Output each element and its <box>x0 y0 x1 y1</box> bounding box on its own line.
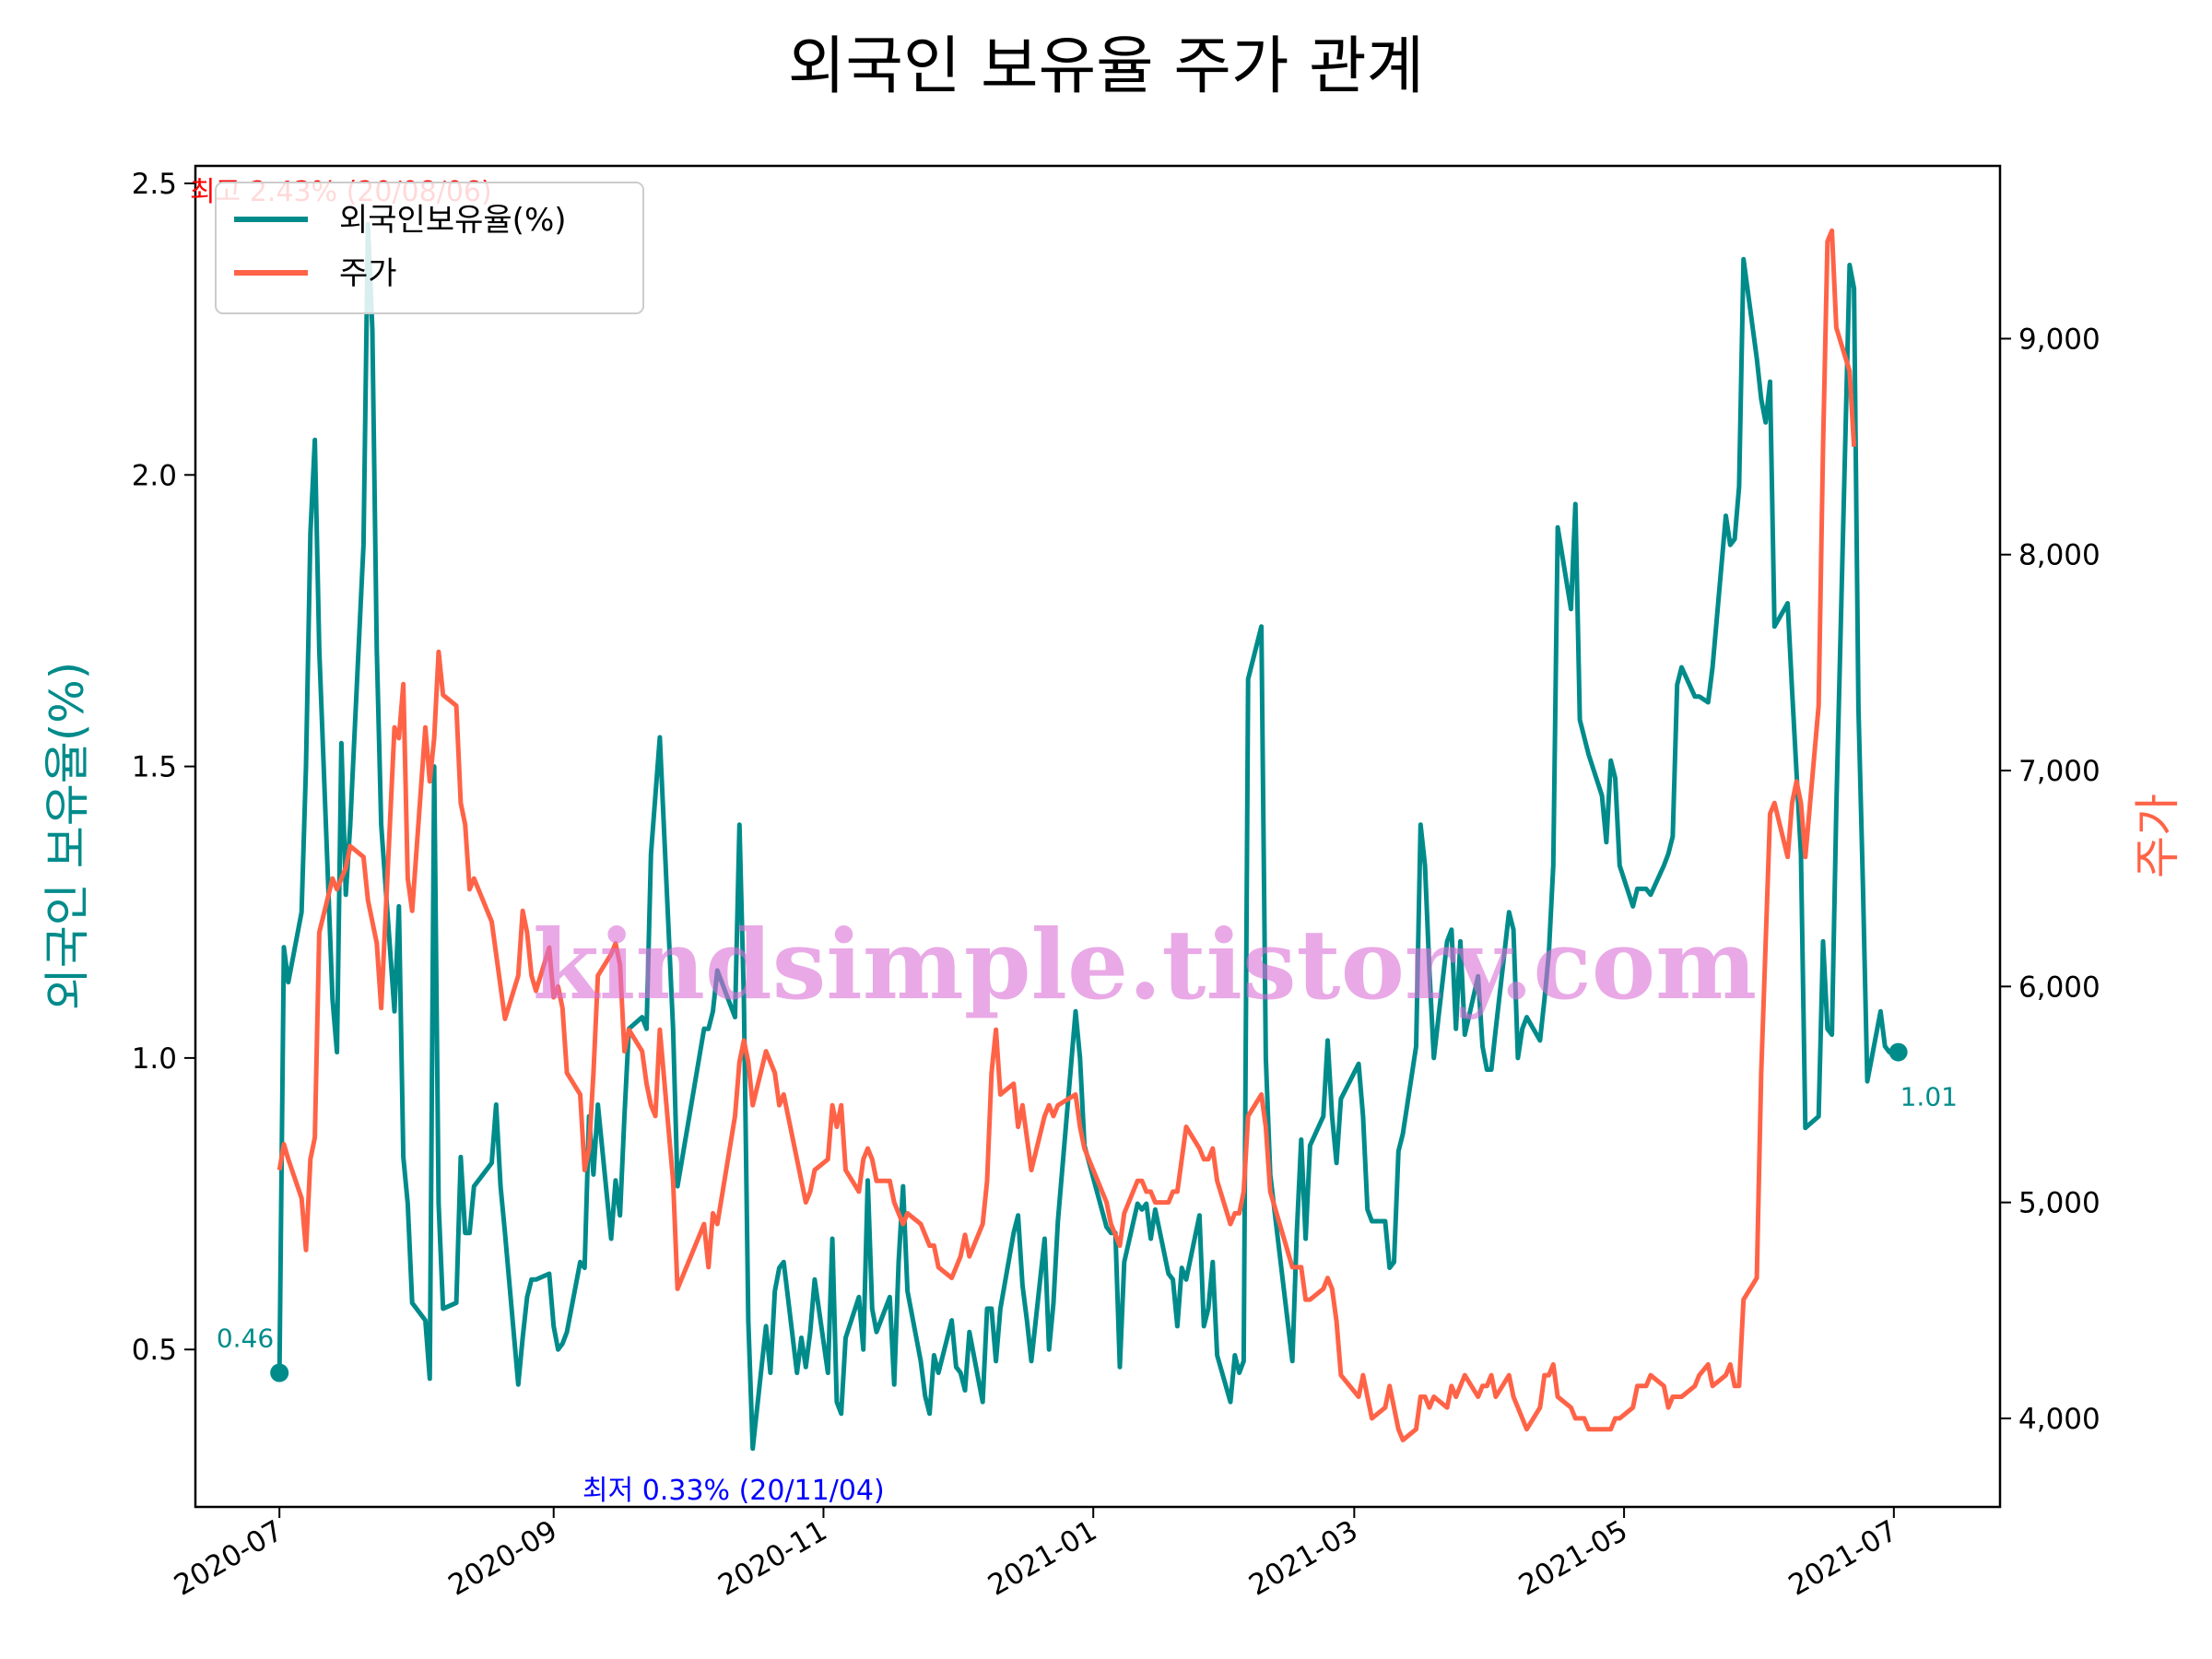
y-right-tick-label: 4,000 <box>2018 1403 2100 1436</box>
legend-label-holding: 외국인보유율(%) <box>339 202 567 239</box>
plot-area <box>194 164 2002 1509</box>
x-tick-label: 2021-01 <box>982 1514 1102 1603</box>
y-right-tick-label: 7,000 <box>2018 755 2100 788</box>
y-right-tick-label: 5,000 <box>2018 1187 2100 1220</box>
x-tick-label: 2020-11 <box>712 1514 832 1603</box>
annotation-start: 0.46 <box>217 1324 274 1354</box>
series-line-holding <box>276 221 1899 1452</box>
x-axis: 2020-07 2020-09 2020-11 2021-01 2021-03 2021-… <box>169 1507 1903 1603</box>
holding-end-marker <box>1888 1042 1908 1062</box>
series-layer <box>270 221 1908 1452</box>
chart-title: 외국인 보유율 주가 관계 <box>788 30 1424 103</box>
y-left-tick-label: 1.0 <box>132 1042 177 1076</box>
plot-frame <box>194 164 2002 1509</box>
x-tick-label: 2021-03 <box>1243 1514 1363 1603</box>
x-tick-label: 2020-07 <box>169 1514 288 1603</box>
y-left-tick-label: 2.5 <box>132 168 177 201</box>
annotation-min: 최저 0.33% (20/11/04) <box>582 1475 885 1507</box>
y-axis-right-label: 주가 <box>2131 794 2184 878</box>
annotation-end: 1.01 <box>1900 1082 1958 1112</box>
y-right-tick-label: 8,000 <box>2018 539 2100 572</box>
x-tick-label: 2020-09 <box>443 1514 563 1603</box>
legend-label-price: 주가 <box>339 255 397 292</box>
y-left-tick-label: 0.5 <box>132 1334 177 1367</box>
x-tick-label: 2021-07 <box>1783 1514 1903 1603</box>
y-axis-left: 0.5 1.0 1.5 2.0 2.5 <box>132 168 195 1367</box>
series-line-price <box>276 228 1857 1442</box>
y-axis-left-label: 외국인 보유율(%) <box>41 662 94 1010</box>
holding-start-marker <box>270 1363 289 1382</box>
plot-background <box>195 166 2000 1507</box>
y-axis-right: 4,000 5,000 6,000 7,000 8,000 9,000 <box>2000 323 2100 1436</box>
watermark-text: kindsimple.tistory.com <box>533 908 1757 1021</box>
y-right-tick-label: 6,000 <box>2018 971 2100 1004</box>
y-left-tick-label: 2.0 <box>132 459 177 492</box>
x-tick-label: 2021-05 <box>1513 1514 1633 1603</box>
legend: 외국인보유율(%) 주가 <box>215 182 644 314</box>
y-right-tick-label: 9,000 <box>2018 323 2100 356</box>
y-left-tick-label: 1.5 <box>132 751 177 784</box>
legend-box <box>215 182 644 314</box>
